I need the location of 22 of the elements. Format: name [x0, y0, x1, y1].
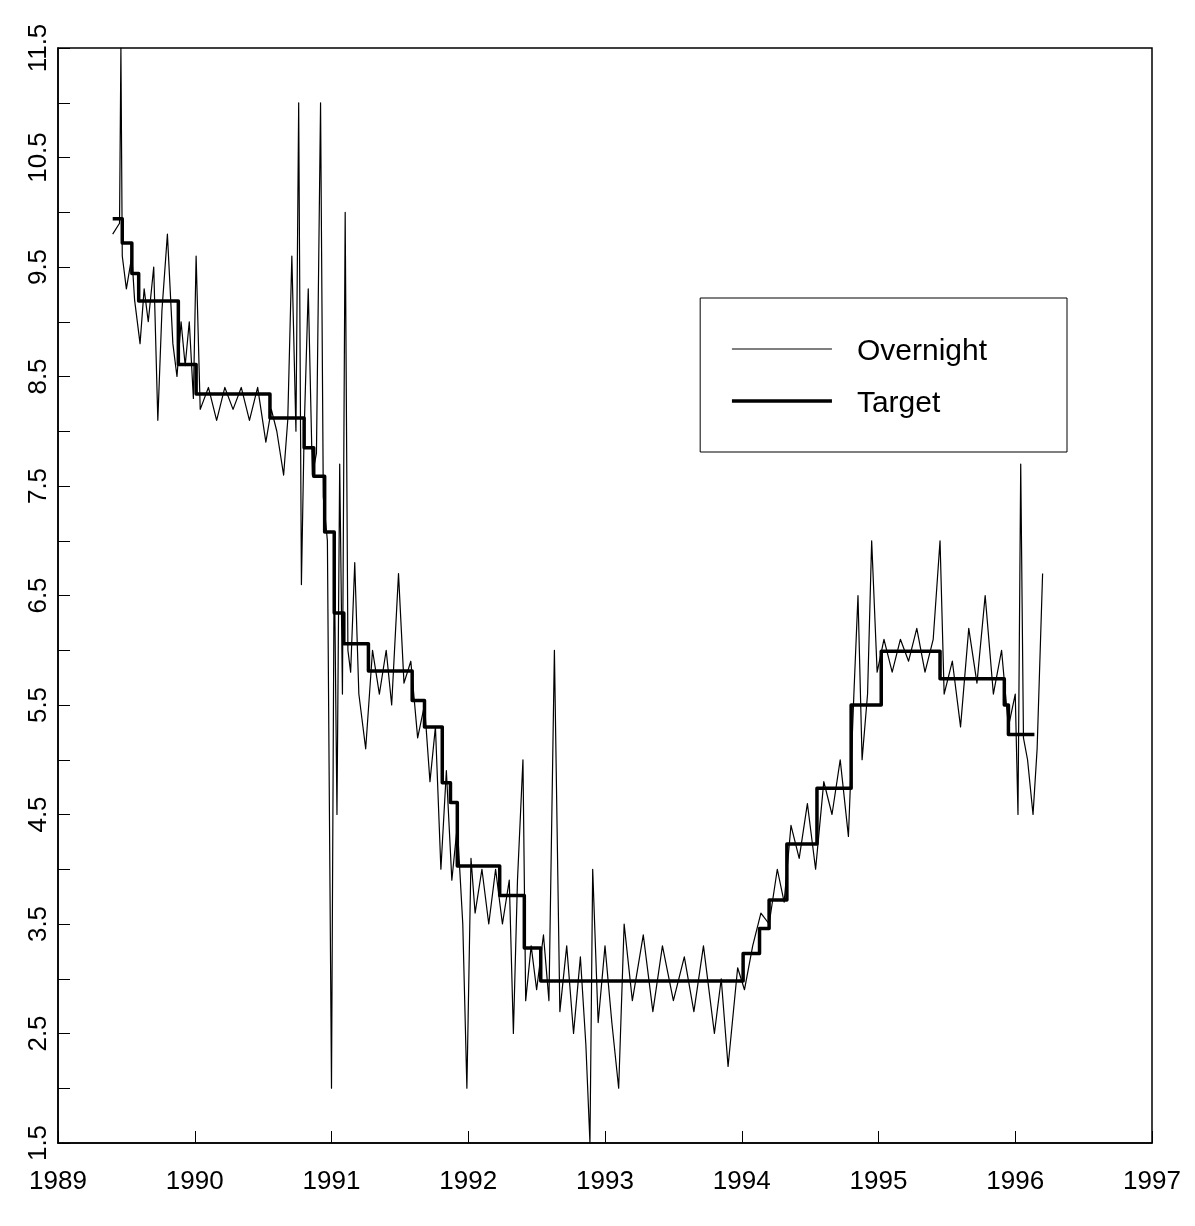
legend-label: Target: [856, 384, 941, 418]
x-tick-label: 1991: [302, 1165, 361, 1195]
y-tick-label: 4.5: [22, 796, 52, 833]
y-tick-label: 1.5: [22, 1124, 52, 1162]
x-tick-label: 1992: [439, 1165, 498, 1195]
x-tick-label: 1993: [576, 1165, 634, 1195]
x-tick-label: 1994: [712, 1165, 771, 1195]
y-tick-label: 2.5: [22, 1015, 52, 1052]
y-tick-label: 6.5: [22, 577, 52, 614]
x-tick-label: 1997: [1123, 1165, 1181, 1195]
x-tick-label: 1996: [986, 1165, 1045, 1195]
y-tick-label: 3.5: [22, 905, 52, 943]
x-tick-label: 1989: [29, 1165, 87, 1195]
y-tick-label: 11.5: [22, 23, 52, 73]
y-tick-label: 5.5: [22, 686, 52, 724]
x-tick-label: 1990: [165, 1165, 224, 1195]
y-tick-label: 9.5: [22, 248, 52, 286]
y-tick-label: 7.5: [22, 467, 52, 505]
y-tick-label: 8.5: [22, 358, 52, 395]
legend-label: Overnight: [856, 332, 988, 366]
x-tick-label: 1995: [849, 1165, 908, 1195]
y-tick-label: 10.5: [22, 132, 52, 183]
